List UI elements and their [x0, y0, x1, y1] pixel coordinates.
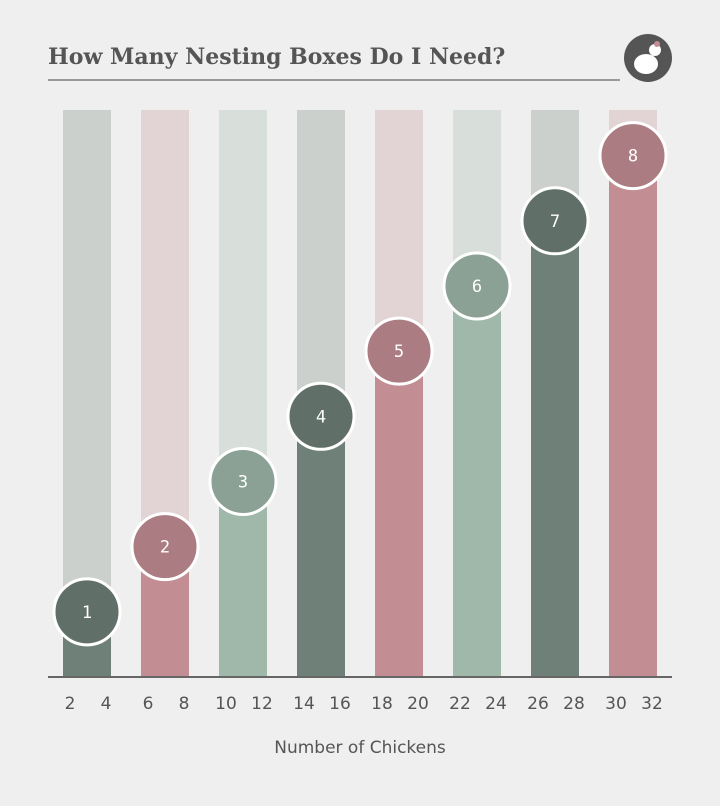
x-tick-label: 14: [293, 694, 315, 714]
value-badge: 1: [52, 577, 122, 647]
badge-shade: [367, 319, 431, 383]
x-tick-label: 24: [485, 694, 507, 714]
x-tick-label: 10: [215, 694, 237, 714]
x-tick-label: 8: [179, 694, 190, 714]
badge-circle: [208, 446, 278, 516]
bar: [453, 285, 501, 677]
badge-shade: [601, 124, 665, 188]
badge-circle: [52, 577, 122, 647]
logo-hen: [634, 54, 658, 74]
x-tick-label: 20: [407, 694, 429, 714]
value-badge: 6: [442, 251, 512, 321]
badge-shade: [211, 449, 275, 513]
badge-shade: [523, 189, 587, 253]
x-tick-label: 26: [527, 694, 549, 714]
value-badge: 8: [598, 121, 668, 191]
x-tick-label: 16: [329, 694, 351, 714]
x-tick-label: 2: [65, 694, 76, 714]
value-badge: 7: [520, 186, 590, 256]
x-tick-label: 18: [371, 694, 393, 714]
badge-circle: [520, 186, 590, 256]
x-tick-label: 12: [251, 694, 273, 714]
badge-circle: [286, 381, 356, 451]
badge-shade: [289, 384, 353, 448]
badge-shade: [445, 254, 509, 318]
value-badge: 3: [208, 446, 278, 516]
x-tick-label: 22: [449, 694, 471, 714]
value-badge: 2: [130, 512, 200, 582]
value-label: 2: [160, 538, 170, 558]
logo-head: [649, 44, 661, 56]
value-label: 8: [628, 147, 638, 167]
value-label: 3: [238, 472, 248, 492]
x-tick-label: 32: [641, 694, 663, 714]
value-label: 6: [472, 277, 482, 297]
badge-shade: [133, 515, 197, 579]
value-label: 5: [394, 342, 404, 362]
value-label: 1: [82, 603, 92, 623]
x-axis-label: Number of Chickens: [274, 738, 446, 758]
x-tick-label: 30: [605, 694, 627, 714]
value-badge: 5: [364, 316, 434, 386]
bar: [531, 220, 579, 678]
x-tick-label: 28: [563, 694, 585, 714]
badge-circle: [598, 121, 668, 191]
badge-circle: [442, 251, 512, 321]
x-tick-label: 6: [143, 694, 154, 714]
badge-circle: [130, 512, 200, 582]
logo-comb: [654, 41, 660, 47]
value-label: 7: [550, 212, 560, 232]
badge-shade: [55, 580, 119, 644]
bar: [297, 416, 345, 677]
chart-title: How Many Nesting Boxes Do I Need?: [48, 44, 505, 70]
bar: [609, 155, 657, 677]
badge-circle: [364, 316, 434, 386]
value-badge: 4: [286, 381, 356, 451]
bar: [375, 351, 423, 677]
logo: [624, 34, 672, 82]
value-label: 4: [316, 407, 326, 427]
x-tick-label: 4: [101, 694, 112, 714]
